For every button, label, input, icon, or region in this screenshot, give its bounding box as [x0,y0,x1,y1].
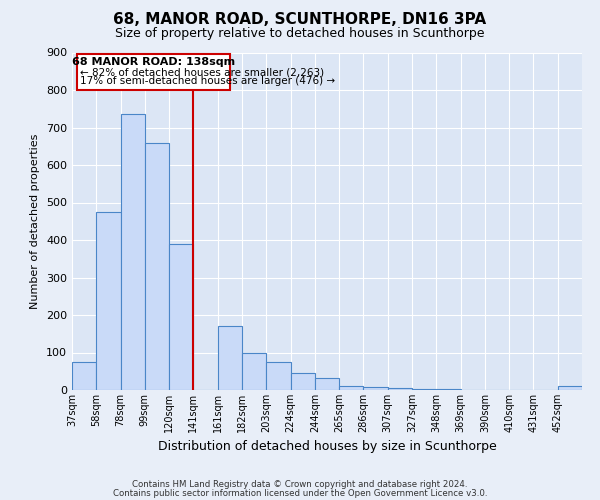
Bar [72,362,96,390]
Bar [145,142,169,390]
Bar [315,378,339,390]
Bar [169,244,193,390]
Text: Contains public sector information licensed under the Open Government Licence v3: Contains public sector information licen… [113,488,487,498]
Bar [339,386,364,390]
Bar [436,389,461,390]
Bar [96,212,121,390]
Text: 68 MANOR ROAD: 138sqm: 68 MANOR ROAD: 138sqm [72,58,235,68]
Bar [121,114,145,390]
Bar [218,326,242,390]
Y-axis label: Number of detached properties: Number of detached properties [31,134,40,309]
Text: ← 82% of detached houses are smaller (2,263): ← 82% of detached houses are smaller (2,… [80,67,325,77]
Bar [388,388,412,390]
Bar [412,388,436,390]
FancyBboxPatch shape [77,54,230,90]
Text: 17% of semi-detached houses are larger (476) →: 17% of semi-detached houses are larger (… [80,76,335,86]
Bar [290,373,315,390]
Bar [558,386,582,390]
X-axis label: Distribution of detached houses by size in Scunthorpe: Distribution of detached houses by size … [158,440,496,454]
Text: Size of property relative to detached houses in Scunthorpe: Size of property relative to detached ho… [115,28,485,40]
Bar [242,353,266,390]
Text: Contains HM Land Registry data © Crown copyright and database right 2024.: Contains HM Land Registry data © Crown c… [132,480,468,489]
Bar [266,362,290,390]
Bar [364,387,388,390]
Text: 68, MANOR ROAD, SCUNTHORPE, DN16 3PA: 68, MANOR ROAD, SCUNTHORPE, DN16 3PA [113,12,487,28]
